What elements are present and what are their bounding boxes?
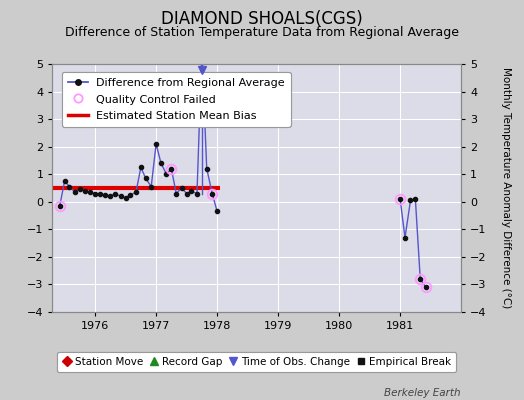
Legend: Station Move, Record Gap, Time of Obs. Change, Empirical Break: Station Move, Record Gap, Time of Obs. C… bbox=[57, 352, 456, 372]
Text: DIAMOND SHOALS(CGS): DIAMOND SHOALS(CGS) bbox=[161, 10, 363, 28]
Text: Difference of Station Temperature Data from Regional Average: Difference of Station Temperature Data f… bbox=[65, 26, 459, 39]
Text: Berkeley Earth: Berkeley Earth bbox=[385, 388, 461, 398]
Y-axis label: Monthly Temperature Anomaly Difference (°C): Monthly Temperature Anomaly Difference (… bbox=[500, 67, 510, 309]
